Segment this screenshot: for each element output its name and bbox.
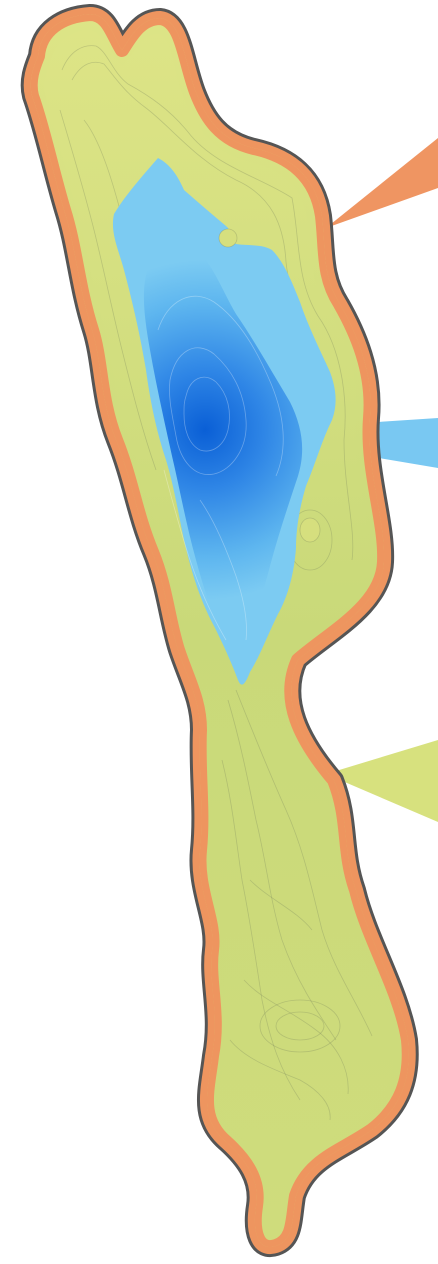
island xyxy=(218,228,238,248)
deep-contour-lines xyxy=(157,295,284,641)
shallow-callout-pointer xyxy=(326,740,438,822)
deepest-water xyxy=(143,245,303,658)
shoreline-callout-pointer xyxy=(326,138,438,228)
island xyxy=(299,517,321,543)
